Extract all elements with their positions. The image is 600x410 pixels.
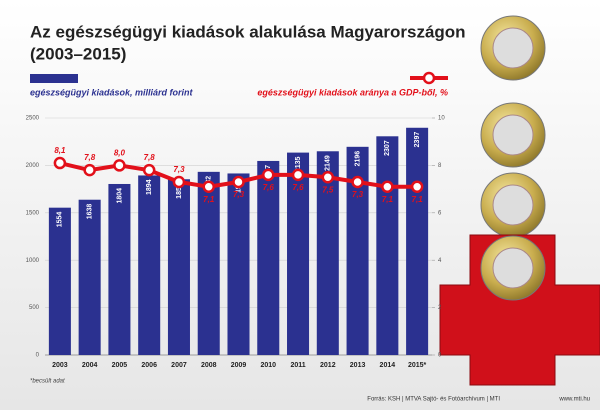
red-cross bbox=[439, 234, 600, 386]
line-marker bbox=[262, 168, 275, 182]
line-marker bbox=[202, 180, 215, 193]
x-tick-label: 2012 bbox=[320, 362, 336, 369]
line-marker bbox=[142, 163, 156, 177]
bar bbox=[287, 152, 310, 355]
line-value-label: 7,8 bbox=[144, 153, 156, 162]
line-marker bbox=[351, 175, 364, 189]
x-tick-label: 2003 bbox=[52, 362, 68, 369]
x-tick-label: 2011 bbox=[290, 362, 305, 369]
line-marker bbox=[291, 168, 305, 182]
bar-value-label: 1854 bbox=[176, 183, 183, 199]
bar-value-label: 2196 bbox=[354, 151, 361, 167]
line-marker bbox=[83, 163, 96, 177]
line-marker bbox=[53, 156, 67, 170]
y-tick-label: 500 bbox=[29, 305, 40, 311]
line-value-label: 7,3 bbox=[173, 165, 185, 174]
legend-label: egészségügyi kiadások aránya a GDP-ből, … bbox=[257, 87, 448, 97]
line-value-label: 7,1 bbox=[412, 195, 424, 204]
bar-value-label: 2307 bbox=[384, 140, 391, 156]
bar bbox=[167, 179, 190, 355]
bar bbox=[257, 160, 280, 355]
line-value-label: 7,6 bbox=[292, 183, 304, 192]
bar bbox=[346, 146, 369, 355]
line-value-label: 7,1 bbox=[203, 195, 215, 204]
website: www.mti.hu bbox=[558, 397, 590, 403]
y-tick-label: 1000 bbox=[26, 258, 40, 264]
y2-tick-label: 0 bbox=[438, 353, 442, 359]
x-tick-label: 2008 bbox=[201, 362, 217, 369]
y2-tick-label: 4 bbox=[438, 258, 442, 264]
line-marker bbox=[381, 180, 394, 193]
y2-tick-label: 6 bbox=[438, 210, 442, 216]
x-tick-label: 2007 bbox=[171, 362, 187, 369]
bar bbox=[197, 171, 220, 355]
x-tick-label: 2009 bbox=[231, 362, 247, 369]
bar-value-label: 1804 bbox=[116, 188, 123, 204]
x-tick-label: 2015* bbox=[408, 362, 427, 369]
bar bbox=[227, 173, 250, 355]
bar-value-label: 2397 bbox=[414, 132, 421, 148]
coin bbox=[492, 247, 534, 289]
x-tick-label: 2014 bbox=[380, 362, 396, 369]
line-value-label: 7,3 bbox=[352, 190, 364, 199]
x-tick-label: 2005 bbox=[112, 362, 128, 369]
bar bbox=[108, 183, 131, 355]
bar-value-label: 2149 bbox=[325, 155, 332, 171]
legend-marker bbox=[422, 71, 436, 85]
illustration bbox=[439, 15, 600, 386]
bar-value-label: 1554 bbox=[57, 212, 64, 228]
line-value-label: 8,1 bbox=[54, 146, 66, 155]
line-marker bbox=[410, 180, 424, 193]
line-value-label: 7,1 bbox=[382, 195, 394, 204]
x-tick-label: 2006 bbox=[141, 362, 157, 369]
bar bbox=[48, 207, 71, 355]
bar bbox=[406, 127, 429, 355]
bar bbox=[316, 151, 339, 355]
y2-tick-label: 2 bbox=[438, 305, 442, 311]
source: Forrás: KSH | MTVA Sajtó- és Fotóarchívu… bbox=[367, 397, 500, 403]
line-marker bbox=[232, 175, 245, 189]
bar-value-label: 1894 bbox=[146, 179, 153, 195]
y-tick-label: 1500 bbox=[26, 210, 40, 216]
line-value-label: 8,0 bbox=[114, 149, 126, 158]
y-tick-label: 2500 bbox=[26, 116, 40, 122]
bar-value-label: 1638 bbox=[86, 204, 93, 220]
legend-label: egészségügyi kiadások, milliárd forint bbox=[30, 87, 194, 97]
y2-tick-label: 10 bbox=[438, 116, 445, 122]
line-marker bbox=[113, 159, 126, 172]
line-value-label: 7,5 bbox=[322, 185, 334, 194]
bar bbox=[138, 175, 161, 355]
plot-area: 0 500 1000 1500 2000 2500 0 2 4 6 8 10 egészségügyi … bbox=[26, 71, 448, 369]
y-tick-label: 2000 bbox=[26, 163, 40, 169]
x-tick-label: 2013 bbox=[350, 362, 366, 369]
legend-swatch bbox=[30, 74, 78, 83]
coin bbox=[492, 184, 534, 226]
line-value-label: 7,3 bbox=[233, 190, 245, 199]
footnote: *becsült adat bbox=[30, 379, 65, 385]
bar bbox=[78, 199, 101, 355]
y2-tick-label: 8 bbox=[438, 163, 442, 169]
bar bbox=[376, 136, 399, 355]
x-tick-label: 2010 bbox=[260, 362, 276, 369]
line-marker bbox=[172, 175, 186, 189]
y-tick-label: 0 bbox=[36, 353, 40, 359]
line-marker bbox=[321, 171, 335, 184]
chart-title: Az egészségügyi kiadások alakulása Magya… bbox=[30, 22, 466, 41]
chart-title: (2003–2015) bbox=[30, 44, 126, 63]
coin bbox=[492, 114, 534, 156]
line-value-label: 7,6 bbox=[263, 183, 275, 192]
bar-value-label: 2135 bbox=[295, 157, 302, 173]
line-value-label: 7,8 bbox=[84, 153, 96, 162]
x-tick-label: 2004 bbox=[82, 362, 98, 369]
coin bbox=[492, 27, 534, 69]
